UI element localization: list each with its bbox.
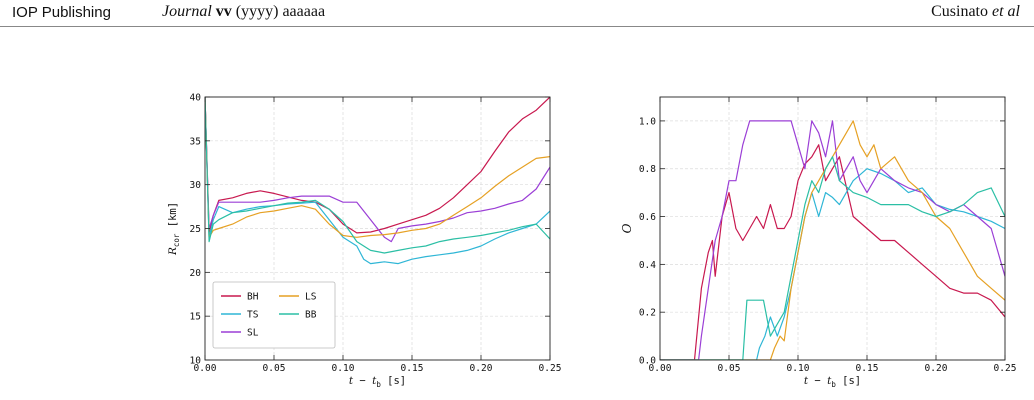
y-tick-label: 10 (190, 356, 202, 367)
publisher-name: IOP Publishing (12, 4, 111, 21)
y-tick-label: 0.2 (639, 308, 656, 319)
x-axis-label: t − tb [s] (804, 375, 861, 389)
y-tick-label: 25 (190, 224, 201, 235)
x-tick-label: 0.20 (470, 363, 493, 374)
journal-year-pages: (yyyy) aaaaaa (235, 3, 326, 20)
series-line (205, 97, 550, 238)
journal-name: Journal (162, 3, 212, 20)
y-axis-label: O (620, 223, 634, 233)
legend-label: BH (247, 292, 259, 303)
series-line (660, 156, 1005, 360)
y-tick-label: 20 (190, 268, 202, 279)
y-tick-label: 30 (190, 180, 202, 191)
journal-citation: Journal vv (yyyy) aaaaaa (162, 3, 325, 21)
plot-frame (659, 96, 1006, 361)
y-axis-label: Rcor [km] (167, 202, 181, 256)
series-line (660, 120, 1005, 360)
series-line (660, 120, 1005, 360)
x-tick-label: 0.10 (787, 363, 810, 374)
series-line (660, 144, 1005, 360)
x-tick-label: 0.10 (332, 363, 355, 374)
legend-label: SL (247, 328, 259, 339)
series-line (205, 97, 550, 254)
series-line (660, 168, 1005, 360)
y-tick-label: 0.0 (639, 356, 656, 367)
x-tick-label: 0.05 (718, 363, 741, 374)
y-tick-label: 40 (190, 93, 202, 104)
y-tick-label: 0.6 (639, 212, 656, 223)
x-tick-label: 0.05 (263, 363, 286, 374)
journal-volume: vv (215, 3, 232, 20)
author-name: Cusinato (931, 3, 988, 20)
header-rule (0, 26, 1034, 27)
x-tick-label: 0.15 (401, 363, 424, 374)
page-header: IOP Publishing Journal vv (yyyy) aaaaaa … (0, 0, 1034, 30)
series-group (660, 120, 1005, 360)
series-line (205, 97, 550, 265)
x-tick-label: 0.25 (539, 363, 562, 374)
y-tick-label: 15 (190, 312, 201, 323)
rcor-chart: 0.00 0.05 0.10 0.15 0.20 0.25 10 15 20 25 30 35 40 t … (167, 93, 561, 390)
x-axis-label: t − tb [s] (349, 375, 406, 389)
legend-label: BB (305, 310, 317, 321)
series-line (205, 97, 550, 243)
series-line (205, 97, 550, 234)
y-tick-label: 35 (190, 136, 201, 147)
y-tick-label: 1.0 (639, 116, 656, 127)
x-tick-label: 0.00 (194, 363, 217, 374)
running-authors: Cusinato et al (931, 3, 1020, 21)
y-tick-label: 0.4 (639, 260, 656, 271)
x-tick-label: 0.20 (925, 363, 948, 374)
legend-label: LS (305, 292, 317, 303)
author-etal: et al (992, 3, 1020, 20)
legend-label: TS (247, 310, 259, 321)
legend-box (212, 281, 336, 349)
x-tick-label: 0.00 (649, 363, 672, 374)
x-tick-label: 0.15 (856, 363, 879, 374)
x-tick-label: 0.25 (994, 363, 1017, 374)
series-group (205, 97, 550, 265)
y-tick-label: 0.8 (639, 164, 656, 175)
order-parameter-chart: 0.00 0.05 0.10 0.15 0.20 0.25 0.0 0.2 0.4 0.6 0.8 1… (620, 96, 1016, 389)
